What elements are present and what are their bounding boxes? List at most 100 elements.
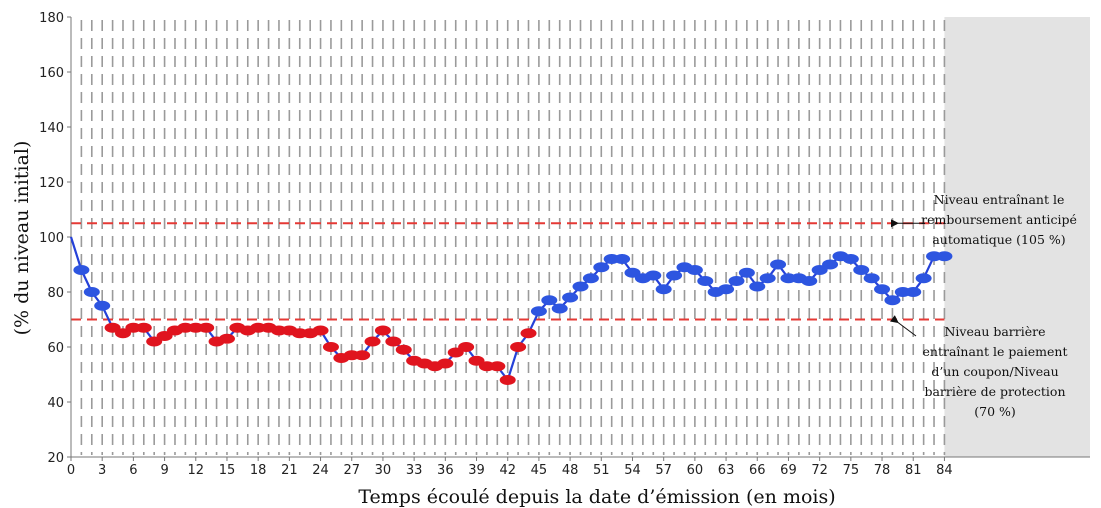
data-point: [645, 270, 662, 281]
data-point: [593, 262, 610, 273]
data-point: [530, 306, 547, 317]
x-tick-label: 0: [67, 463, 75, 478]
data-point: [312, 325, 329, 336]
data-point: [884, 295, 901, 306]
x-tick-label: 15: [219, 463, 236, 478]
annotation-autocall-level: Niveau entraînant le remboursement antic…: [910, 190, 1088, 250]
x-tick-label: 18: [250, 463, 267, 478]
annotation-line: remboursement anticipé: [921, 212, 1077, 227]
y-tick-label: 160: [39, 66, 64, 81]
series-performance: [69, 236, 953, 385]
annotation-line: barrière de protection: [924, 384, 1066, 399]
x-tick-label: 54: [624, 463, 641, 478]
y-tick-label: 40: [47, 396, 64, 411]
data-point: [614, 254, 631, 264]
data-point: [354, 350, 371, 361]
y-tick-label: 180: [39, 11, 64, 26]
x-tick-label: 27: [343, 463, 360, 478]
data-point: [520, 328, 537, 339]
data-point: [322, 342, 339, 352]
annotation-line: automatique (105 %): [932, 232, 1066, 247]
y-tick-labels: 20 40 60 80 100 120 140 160 180: [39, 11, 71, 466]
data-point: [395, 344, 412, 355]
x-tick-label: 30: [375, 463, 392, 478]
x-tick-label: 51: [593, 463, 610, 478]
annotation-line: d’un coupon/Niveau: [931, 364, 1059, 379]
x-tick-label: 42: [499, 463, 516, 478]
y-tick-label: 80: [47, 286, 64, 301]
data-point: [572, 281, 589, 292]
x-tick-label: 21: [281, 463, 298, 478]
x-tick-label: 75: [843, 463, 860, 478]
data-point: [697, 276, 714, 286]
annotation-line: entraînant le paiement: [922, 344, 1068, 359]
data-point: [686, 265, 703, 275]
data-point: [510, 342, 527, 352]
x-tick-label: 57: [655, 463, 672, 478]
data-point: [842, 254, 859, 264]
data-point: [135, 322, 152, 333]
data-point: [759, 273, 776, 284]
data-point: [738, 267, 755, 278]
data-point: [770, 259, 787, 270]
x-tick-label: 39: [468, 463, 485, 478]
shaded-region-after-maturity: [944, 17, 1090, 457]
data-point: [94, 300, 111, 311]
annotation-line: (70 %): [974, 404, 1016, 419]
data-point: [582, 273, 599, 284]
data-point: [749, 281, 766, 292]
y-tick-label: 140: [39, 121, 64, 136]
x-tick-label: 84: [936, 463, 953, 478]
grid-lines: [80, 20, 946, 455]
data-point: [728, 276, 745, 286]
x-tick-label: 36: [437, 463, 454, 478]
data-point: [385, 336, 402, 347]
x-tick-label: 72: [811, 463, 828, 478]
data-point: [874, 284, 891, 295]
data-point: [863, 273, 880, 284]
annotation-barrier-level: Niveau barrière entraînant le paiement d…: [900, 322, 1090, 422]
x-tick-label: 33: [406, 463, 423, 478]
data-point: [489, 361, 506, 372]
y-tick-label: 100: [39, 231, 64, 246]
data-point: [437, 358, 454, 369]
data-point: [801, 276, 818, 286]
y-tick-label: 20: [47, 451, 64, 466]
data-point: [718, 284, 735, 295]
x-tick-label: 63: [718, 463, 735, 478]
data-point: [364, 336, 381, 347]
x-tick-label: 81: [905, 463, 922, 478]
data-point: [541, 295, 558, 306]
data-point: [551, 303, 568, 314]
x-tick-label: 60: [687, 463, 704, 478]
data-point: [915, 273, 932, 284]
x-tick-label: 3: [98, 463, 106, 478]
data-point: [666, 270, 683, 281]
x-tick-label: 78: [874, 463, 891, 478]
y-tick-label: 120: [39, 176, 64, 191]
data-point: [853, 265, 870, 275]
annotation-line: Niveau entraînant le: [933, 192, 1065, 207]
x-tick-label: 6: [129, 463, 137, 478]
x-axis-title: Temps écoulé depuis la date d’émission (…: [358, 486, 835, 508]
data-point: [374, 325, 391, 336]
data-point: [822, 259, 839, 270]
x-tick-label: 24: [312, 463, 329, 478]
data-point: [655, 284, 672, 295]
y-axis-title: (% du niveau initial): [11, 141, 33, 336]
data-point: [562, 292, 579, 303]
y-tick-label: 60: [47, 341, 64, 356]
x-tick-label: 66: [749, 463, 766, 478]
data-point: [73, 265, 90, 275]
data-point: [83, 287, 100, 297]
data-point: [458, 342, 475, 352]
annotation-arrow-lower: [890, 315, 917, 337]
x-tick-label: 48: [562, 463, 579, 478]
data-point: [218, 333, 235, 344]
data-point: [905, 287, 922, 297]
data-point: [198, 322, 215, 333]
x-tick-label: 69: [780, 463, 797, 478]
data-point: [499, 375, 516, 385]
x-tick-label: 12: [188, 463, 205, 478]
